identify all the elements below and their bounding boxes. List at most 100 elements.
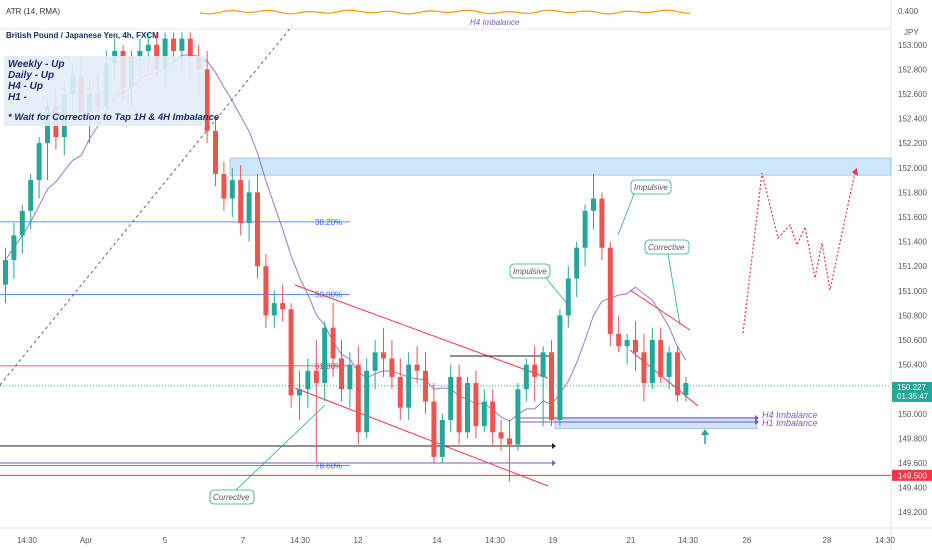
wait-note: * Wait for Correction to Tap 1H & 4H Imb… [8, 112, 220, 123]
candle[interactable] [507, 419, 512, 482]
atr-indicator-line [199, 9, 691, 15]
candle[interactable] [297, 370, 302, 420]
candle[interactable] [557, 309, 563, 427]
time-tick-label: 26 [743, 536, 752, 545]
candle[interactable] [355, 346, 361, 445]
dashed-trendline[interactable] [0, 25, 293, 386]
candle[interactable] [599, 192, 605, 261]
callout-impulsive-2[interactable]: Impulsive [617, 179, 672, 236]
candle[interactable] [465, 376, 470, 439]
symbol-title: British Pound / Japanese Yen, 4h, FXCM [6, 31, 159, 40]
arrow-head-h4 [755, 415, 759, 421]
level-price-value: 149.500 [898, 471, 927, 480]
bias-line-h1: H1 - [8, 92, 28, 103]
candle[interactable] [565, 266, 571, 328]
candle[interactable] [246, 180, 252, 242]
candle[interactable] [414, 346, 420, 384]
time-tick-label: 28 [823, 536, 832, 545]
candle[interactable] [19, 204, 25, 254]
candle[interactable] [238, 165, 244, 236]
candle[interactable] [364, 358, 370, 439]
projection-path[interactable] [742, 171, 856, 334]
candle[interactable] [649, 327, 655, 390]
price-tick-label: 152.000 [898, 164, 927, 173]
candle[interactable] [263, 253, 269, 328]
candle[interactable] [347, 352, 353, 408]
channel-top-line[interactable] [294, 284, 549, 379]
candle[interactable] [381, 327, 386, 377]
candle[interactable] [213, 118, 218, 187]
time-tick-label: Apr [80, 536, 93, 545]
candle[interactable] [255, 173, 260, 279]
candle[interactable] [582, 204, 588, 267]
price-tick-label: 149.600 [898, 459, 927, 468]
candle[interactable] [313, 340, 319, 464]
candle[interactable] [456, 364, 462, 445]
candle[interactable] [591, 173, 596, 230]
candle[interactable] [280, 284, 286, 322]
callout-impulsive-1[interactable]: Impulsive [509, 263, 569, 306]
candle[interactable] [574, 241, 580, 297]
callout-corrective-1[interactable]: Corrective [644, 239, 690, 326]
candle[interactable] [3, 247, 8, 304]
imbalance-zone[interactable] [229, 157, 892, 176]
candle[interactable] [288, 303, 294, 408]
price-axis-panel[interactable] [891, 0, 932, 550]
candle[interactable] [532, 346, 538, 402]
candle[interactable] [633, 321, 638, 371]
candle[interactable] [271, 290, 277, 328]
candle[interactable] [473, 370, 479, 439]
candle[interactable] [28, 173, 34, 230]
candle[interactable] [229, 167, 235, 217]
callout-impulsive-1-text: Impulsive [513, 267, 547, 276]
candle[interactable] [666, 346, 672, 390]
candle[interactable] [221, 161, 227, 211]
price-axis[interactable]: 153.000 152.800 152.600 152.400 152.200 152.0… [898, 41, 927, 517]
bias-notes-box [4, 56, 205, 126]
candle[interactable] [481, 389, 487, 433]
flag-bottom-line[interactable] [629, 349, 699, 407]
candle[interactable] [339, 340, 344, 402]
candle[interactable] [305, 358, 311, 408]
candle[interactable] [204, 50, 210, 144]
candle[interactable] [624, 333, 630, 365]
candle[interactable] [498, 419, 504, 451]
candle[interactable] [36, 137, 42, 199]
callout-corrective-2[interactable]: Corrective [209, 404, 326, 505]
candle[interactable] [448, 364, 454, 433]
projection-arrow [852, 168, 858, 176]
candle[interactable] [607, 241, 613, 347]
candle[interactable] [372, 340, 378, 390]
channel-bottom-line[interactable] [294, 387, 549, 487]
candle[interactable] [423, 352, 428, 414]
time-tick-label: 14 [433, 536, 442, 545]
candle[interactable] [490, 389, 496, 445]
arrow-head-purple [552, 460, 556, 466]
candle[interactable] [439, 413, 445, 464]
callout-impulsive-2-text: Impulsive [634, 183, 668, 192]
time-axis[interactable]: 14:30 Apr 5 7 14:30 12 14 14:30 19 21 14:30 26 28 14:… [17, 536, 896, 545]
price-tick-label: 149.200 [898, 508, 927, 517]
candle[interactable] [330, 303, 336, 377]
time-tick-label: 14:30 [485, 536, 506, 545]
candle[interactable] [389, 340, 395, 390]
candle[interactable] [658, 327, 664, 384]
candle[interactable] [549, 340, 554, 427]
time-tick-label: 5 [163, 536, 168, 545]
candle[interactable] [641, 333, 647, 402]
candle[interactable] [523, 358, 529, 402]
candle[interactable] [431, 383, 437, 464]
candle[interactable] [616, 315, 622, 353]
price-tick-label: 151.800 [898, 188, 927, 197]
candle[interactable] [397, 358, 403, 420]
candle[interactable] [515, 383, 521, 451]
candle[interactable] [683, 376, 689, 402]
candle[interactable] [11, 223, 17, 279]
bias-line-h4: H4 - Up [8, 81, 43, 92]
candle[interactable] [675, 346, 680, 402]
candlestick-series[interactable] [3, 32, 689, 482]
candle[interactable] [322, 321, 328, 402]
imbalance-zone[interactable] [554, 417, 758, 429]
time-tick-label: 12 [354, 536, 363, 545]
